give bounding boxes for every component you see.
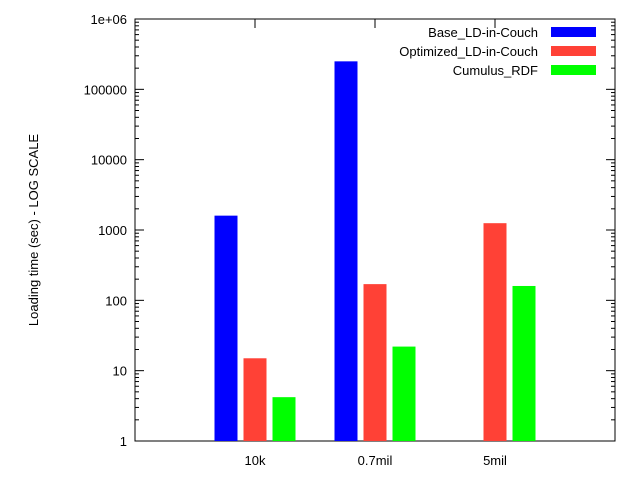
bar xyxy=(392,346,416,441)
y-axis-title: Loading time (sec) - LOG SCALE xyxy=(26,134,41,327)
x-tick-label: 10k xyxy=(245,453,266,468)
x-tick-label: 5mil xyxy=(483,453,507,468)
legend-swatch xyxy=(551,27,596,37)
legend-swatch xyxy=(551,46,596,56)
bar xyxy=(334,61,358,442)
bar xyxy=(214,215,238,441)
y-tick-label: 10 xyxy=(113,364,127,379)
bar xyxy=(243,358,267,441)
legend-label: Cumulus_RDF xyxy=(453,63,538,78)
legend-label: Base_LD-in-Couch xyxy=(428,25,538,40)
y-tick-label: 1e+06 xyxy=(90,12,127,27)
bars xyxy=(214,61,536,442)
bar xyxy=(363,284,387,441)
bar xyxy=(483,223,507,441)
x-axis: 10k 0.7mil 5mil xyxy=(245,19,507,468)
legend: Base_LD-in-Couch Optimized_LD-in-Couch Cum… xyxy=(399,25,596,78)
legend-swatch xyxy=(551,65,596,75)
legend-label: Optimized_LD-in-Couch xyxy=(399,44,538,59)
y-tick-label: 10000 xyxy=(91,153,127,168)
y-tick-label: 100000 xyxy=(84,82,127,97)
y-tick-label: 1000 xyxy=(98,223,127,238)
y-tick-label: 100 xyxy=(105,293,127,308)
bar xyxy=(272,397,296,441)
y-axis: 1 10 100 1000 10000 100000 1e+06 xyxy=(84,12,615,449)
bar xyxy=(512,285,536,441)
x-tick-label: 0.7mil xyxy=(358,453,393,468)
y-tick-label: 1 xyxy=(120,434,127,449)
